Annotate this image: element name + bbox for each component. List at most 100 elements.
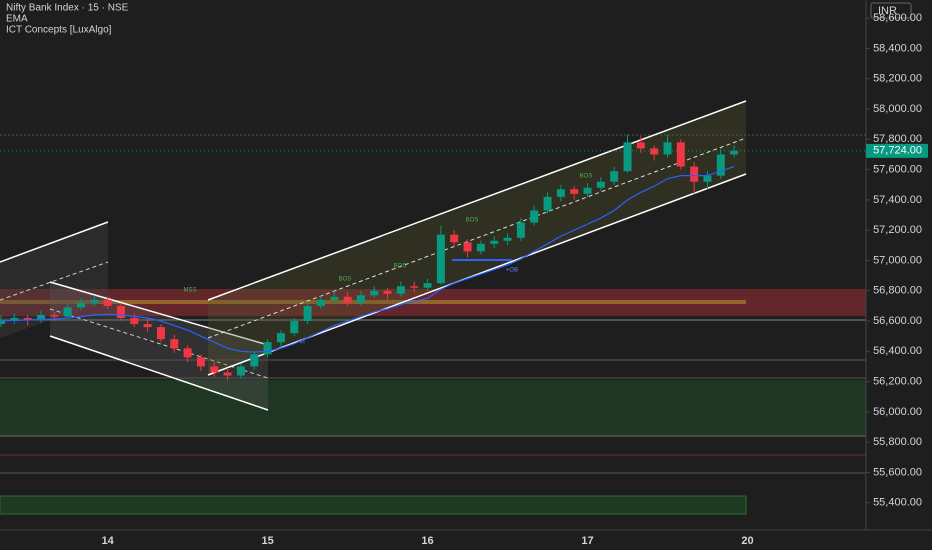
candle-body [703, 175, 712, 182]
candle-body [503, 237, 512, 241]
candle-body [556, 189, 565, 197]
x-tick-label: 15 [261, 535, 273, 547]
candle-body [130, 318, 139, 325]
zone-line [0, 300, 746, 304]
channel-mid [207, 137, 747, 339]
x-tick-label: 20 [741, 535, 753, 547]
candle-body [103, 299, 112, 306]
candle-body [530, 210, 539, 223]
plot [0, 134, 739, 381]
candle-body [716, 154, 725, 176]
candle-body [316, 299, 325, 306]
candle-body [36, 314, 45, 320]
candle-body [76, 302, 85, 308]
last-price-box [866, 143, 928, 158]
demand-zone [0, 380, 866, 435]
channel-line [0, 221, 109, 263]
candle-body [210, 366, 219, 373]
candle-body [143, 324, 152, 328]
y-tick-label: 56,800.00 [873, 285, 922, 297]
candle-body [476, 243, 485, 252]
y-tick-label: 56,400.00 [873, 345, 922, 357]
y-tick-label: 57,800.00 [873, 133, 922, 145]
candle-body [610, 171, 619, 182]
annotation: +OB [506, 268, 518, 274]
candle-body [516, 222, 525, 238]
candle-body [196, 357, 205, 367]
candle-body [63, 307, 72, 317]
last-price-label: 57,724.00 [873, 145, 922, 157]
candle-body [423, 283, 432, 288]
candle-body [303, 305, 312, 322]
candle-body [356, 295, 365, 303]
candle-body [183, 348, 192, 358]
candle-body [50, 314, 59, 317]
candle-body [0, 321, 5, 325]
currency: INR [878, 5, 897, 17]
candle-body [410, 286, 419, 288]
candle-body [436, 234, 445, 284]
candle-body [596, 181, 605, 188]
legend-entry: EMA [6, 14, 28, 25]
candle-body [330, 296, 339, 300]
candle-body [490, 240, 499, 244]
y-tick-label: 55,600.00 [873, 466, 922, 478]
channel-line [49, 335, 269, 411]
candle-body [223, 372, 232, 376]
channel-line [207, 173, 747, 376]
y-tick-label: 58,000.00 [873, 103, 922, 115]
x-tick-label: 14 [102, 535, 115, 547]
candle-body [236, 366, 245, 376]
levels [0, 134, 866, 474]
y-tick-label: 56,200.00 [873, 376, 922, 388]
chart-title: Nifty Bank Index · 15 · NSE [6, 3, 129, 14]
y-tick-label: 55,800.00 [873, 436, 922, 448]
candle-body [23, 318, 32, 320]
y-tick-label: 56,600.00 [873, 315, 922, 327]
demand-box [0, 495, 747, 515]
annotation: BOS [466, 218, 479, 224]
y-tick-label: 56,000.00 [873, 406, 922, 418]
candle-body [730, 150, 739, 155]
candle-body [676, 142, 685, 167]
candle-body [250, 354, 259, 367]
annotation: BOS [580, 174, 593, 180]
y-tick-label: 57,400.00 [873, 194, 922, 206]
candle-body [156, 327, 165, 340]
price-axis [866, 0, 932, 550]
candle-body [276, 333, 285, 343]
candle-body [623, 142, 632, 172]
candle-body [450, 234, 459, 243]
candle-body [396, 286, 405, 294]
annotation: BOS [394, 264, 407, 270]
candle-body [10, 318, 19, 322]
x-tick-label: 16 [421, 535, 433, 547]
annotation: BOS [339, 277, 352, 283]
x-tick-label: 17 [581, 535, 593, 547]
candle-body [543, 196, 552, 211]
candle-body [263, 342, 272, 355]
candle-body [650, 148, 659, 155]
candle-body [463, 242, 472, 252]
ema-line [0, 166, 735, 353]
channel-fill [208, 101, 746, 375]
candle-body [343, 296, 352, 303]
y-tick-label: 58,200.00 [873, 73, 922, 85]
annotation: MSS [183, 288, 196, 294]
candle-body [170, 339, 179, 349]
y-tick-label: 58,600.00 [873, 12, 922, 24]
y-tick-label: 55,400.00 [873, 497, 922, 509]
currency-box [870, 2, 912, 19]
y-tick-label: 57,600.00 [873, 164, 922, 176]
y-tick-label: 57,200.00 [873, 224, 922, 236]
candle-body [116, 305, 125, 318]
indicator-name: ICT Concepts [LuxAlgo] [6, 25, 112, 36]
candle-body [383, 290, 392, 294]
candle-body [570, 189, 579, 194]
candle-body [690, 166, 699, 182]
channel-mid [0, 261, 109, 301]
y-tick-label: 57,000.00 [873, 254, 922, 266]
y-tick-label: 58,400.00 [873, 42, 922, 54]
